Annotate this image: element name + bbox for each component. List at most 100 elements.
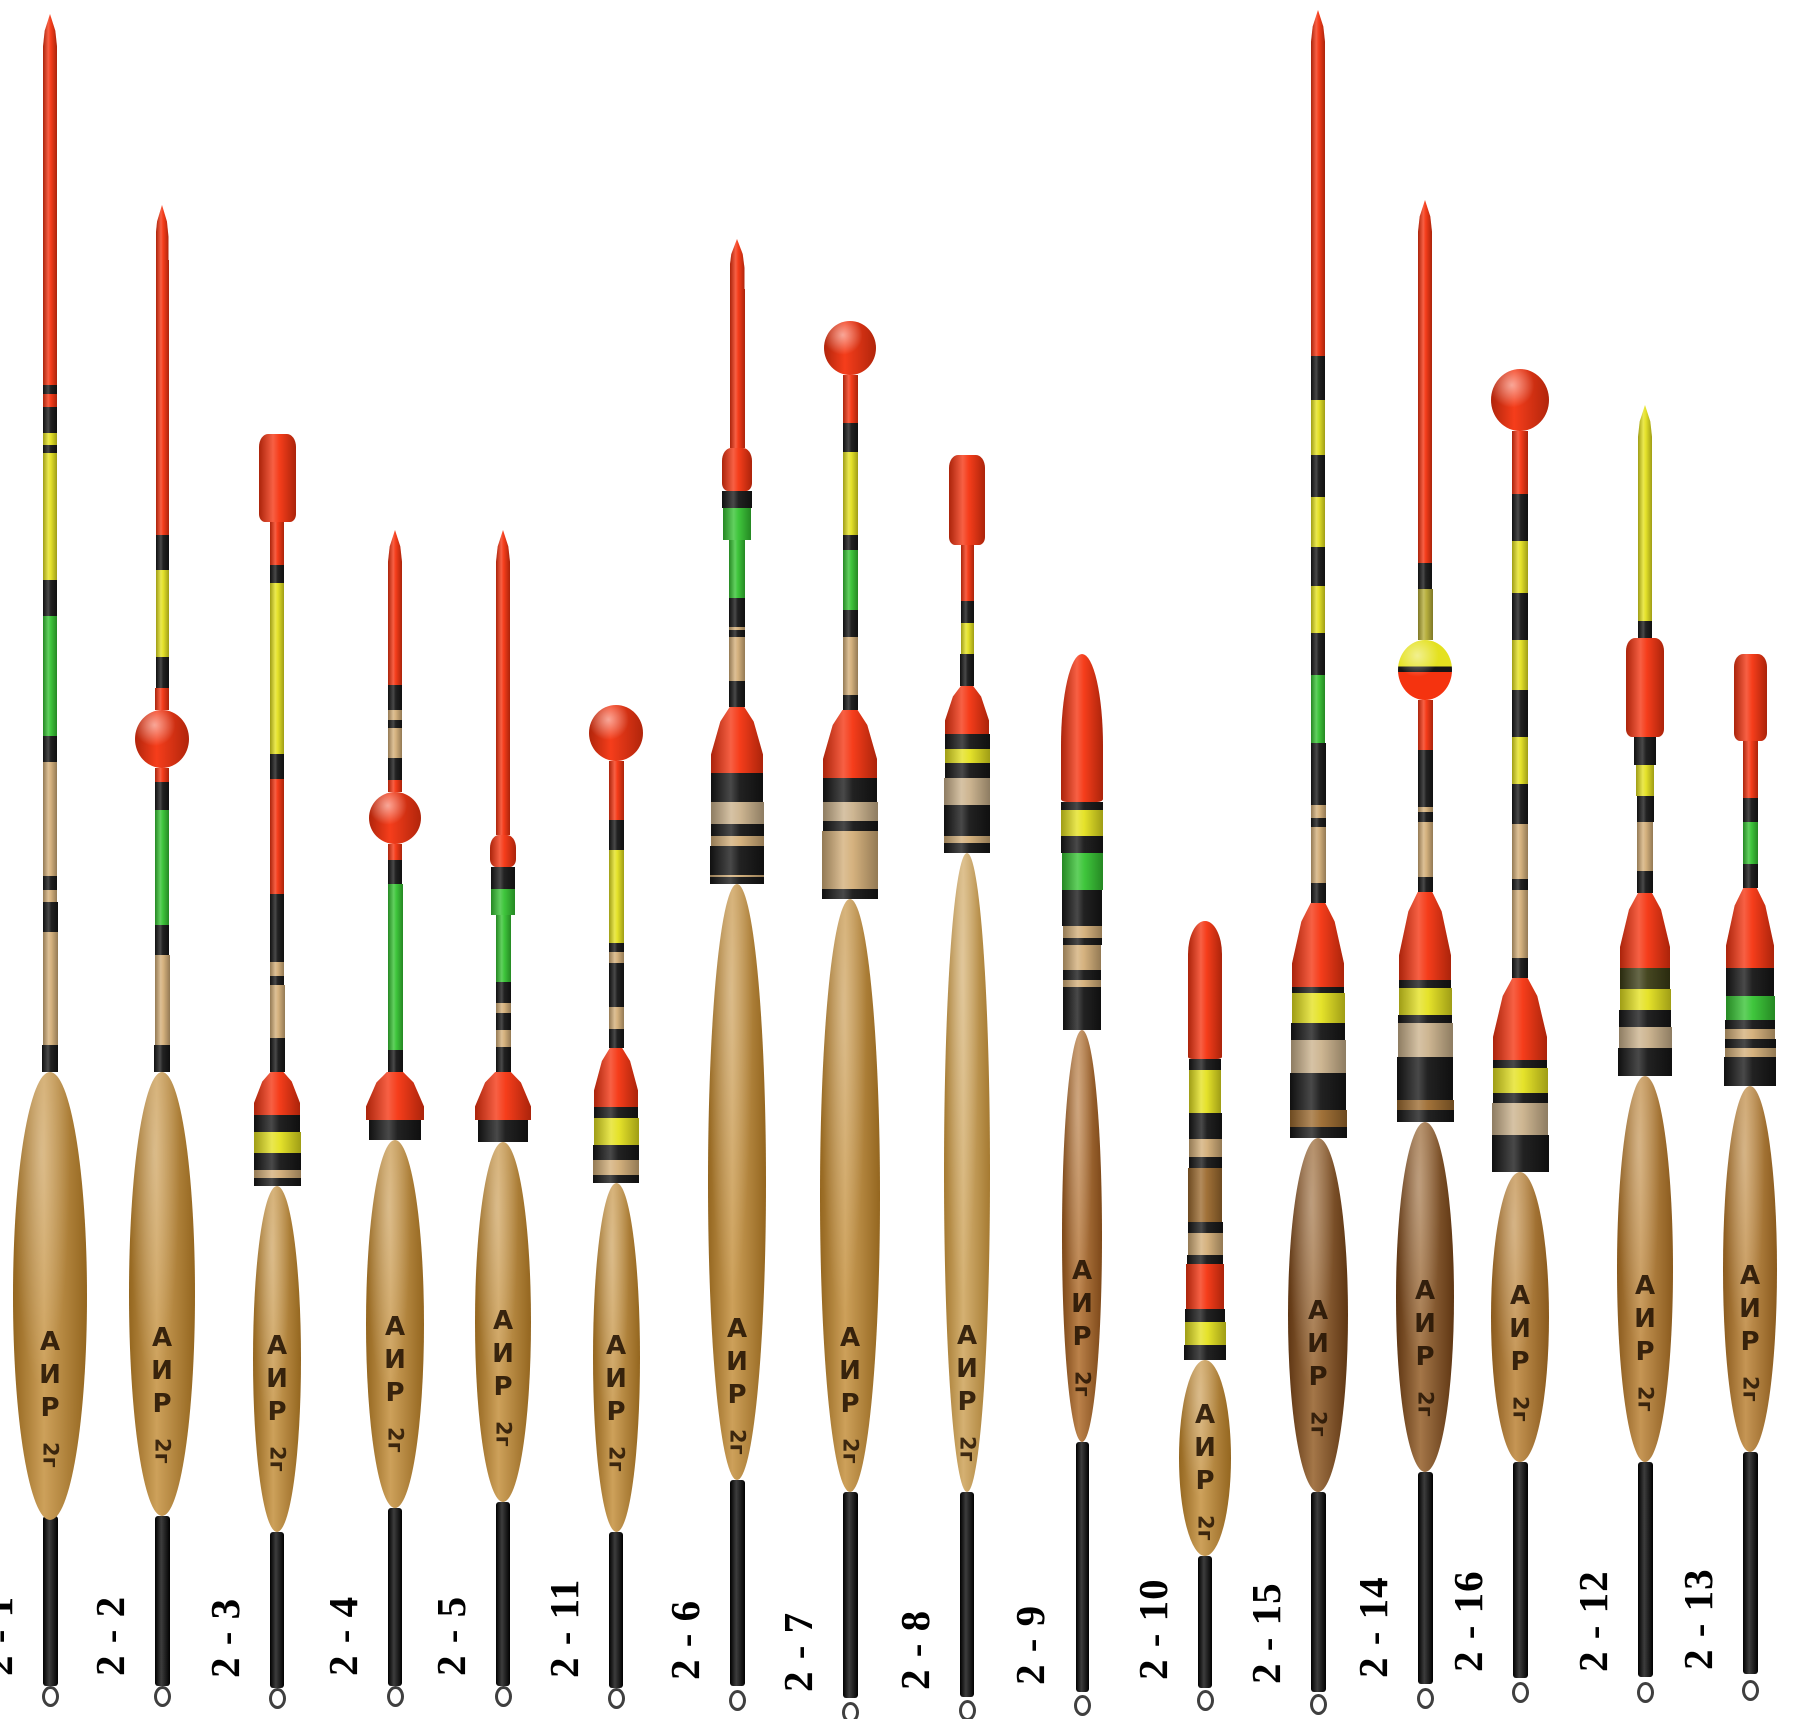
float-segment-cap-red (945, 686, 989, 734)
float-segment-bar-black (42, 902, 58, 932)
float-segment-bar-black (944, 843, 990, 853)
float-segment-bar-black (1512, 494, 1528, 541)
float-segment-bar-yellow (43, 453, 57, 580)
float-segment-tip-red (388, 530, 402, 585)
keel (729, 1480, 745, 1686)
float-segment-bar-black (1290, 1073, 1346, 1110)
float-label: 2 - 14 (1350, 1576, 1396, 1678)
brand-name: АИР (601, 1331, 631, 1430)
float-segment-bar-black (710, 824, 764, 836)
float-segment-tip-red (1311, 10, 1325, 65)
float-segment-bar-khaki (822, 802, 878, 821)
float-segment-bar-tan (270, 962, 284, 976)
float-segment-cap-red (1726, 888, 1774, 968)
brand-name: АИР (1303, 1296, 1333, 1395)
float-segment-bar-black (43, 385, 57, 394)
float-segment-bar-black (1637, 871, 1653, 893)
keel (388, 1508, 402, 1686)
float-segment-bar-black (1061, 802, 1103, 810)
float-segment-tip-yellow (1638, 405, 1652, 460)
float-body: АИР 2г (944, 853, 990, 1492)
float-segment-bar-tan (42, 932, 58, 1045)
float-segment-bar-yellow (944, 749, 990, 763)
line-loop-icon (269, 1688, 286, 1709)
float-segment-bar-black (1418, 563, 1432, 589)
brand-weight: 2г (1633, 1386, 1658, 1412)
float-segment-bar-black (270, 565, 284, 583)
float-segment-bar-black (1512, 784, 1528, 824)
line-loop-icon (1512, 1682, 1529, 1703)
float-label: 2 - 11 (541, 1578, 587, 1678)
float-segment-cap-red (1493, 978, 1547, 1060)
float-segment-tip-red (43, 14, 57, 70)
float-segment-bar-tan (710, 836, 764, 846)
float-segment-bar-black (729, 598, 745, 627)
float-segment-bar-green (1725, 996, 1775, 1020)
brand-weight: 2г (1413, 1391, 1438, 1417)
float-segment-cap-red (475, 1072, 531, 1120)
float-segment-bar-tan (729, 637, 745, 681)
float-segment-bar-black (608, 963, 624, 1007)
brand-weight: 2г (383, 1427, 408, 1453)
float-segment-bar-yellow (1492, 1068, 1548, 1093)
float-segment-bar-yellow (1636, 765, 1654, 796)
keel (1417, 1472, 1433, 1684)
float-segment-bar-yellow (1512, 737, 1528, 784)
float-segment-cap-red (823, 710, 877, 778)
float-label: 2 - 16 (1445, 1570, 1491, 1672)
float-segment-bar-black (1184, 1345, 1226, 1360)
float-segment-bar-tan (1188, 1139, 1222, 1157)
keel (270, 1532, 284, 1688)
float-segment-bar-black (495, 1047, 511, 1072)
brand-weight: 2г (838, 1438, 863, 1464)
float-segment-ball2-red (1398, 640, 1452, 700)
float-segment-bar-green (729, 540, 745, 598)
float-segment-ball-red (824, 321, 876, 375)
float-segment-bar-black (1512, 593, 1528, 640)
float-segment-bar-tan (43, 762, 57, 876)
float-segment-bar-black (1726, 968, 1774, 996)
float-segment-bar-tan (822, 831, 878, 889)
float-segment-bar-green (1311, 675, 1325, 743)
float-segment-bar-black (842, 535, 858, 550)
brand-name: АИР (1190, 1400, 1220, 1499)
float-body: АИР 2г (708, 884, 766, 1480)
float-segment-bar-black (253, 1178, 301, 1186)
float-segment-bar-black (1310, 818, 1326, 827)
brand-name: АИР (1630, 1271, 1660, 1370)
line-loop-icon (959, 1700, 976, 1719)
float-segment-bar-green (495, 915, 511, 982)
float-segment-bar-black (1289, 1127, 1347, 1138)
float-body: АИР 2г (1617, 1076, 1673, 1462)
float-segment-bar-black (1724, 1057, 1776, 1086)
float-segment-bar-tan (1512, 824, 1528, 879)
line-loop-icon (495, 1686, 512, 1707)
float-segment-bar-black (270, 976, 284, 985)
float-segment-bar-brown (1396, 1100, 1454, 1110)
float-segment-cap-red (594, 1048, 638, 1107)
float-segment-bar-red (155, 260, 169, 535)
float-segment-bar-green (723, 508, 751, 540)
line-loop-icon (1417, 1688, 1434, 1709)
line-loop-icon (1310, 1694, 1327, 1715)
float-segment-bar-black (711, 773, 763, 802)
float-segment-bar-yellow (1512, 640, 1528, 690)
float-segment-bar-black (822, 889, 878, 899)
float-segment-bar-red (729, 289, 745, 448)
keel (496, 1502, 510, 1686)
float-segment-bar-black (960, 654, 974, 686)
float-segment-bar-yellow (270, 583, 284, 754)
float-body: АИР 2г (13, 1072, 87, 1520)
float-segment-bar-black (1619, 1010, 1671, 1027)
float-segment-tip-red (729, 239, 745, 289)
float-segment-bar-red (496, 585, 510, 835)
float-label: 2 - 9 (1007, 1604, 1053, 1685)
keel (1075, 1442, 1089, 1692)
float-segment-bar-black (1638, 621, 1652, 638)
float-segment-bar-tan (1063, 980, 1101, 987)
float-segment-bar-black (478, 1120, 528, 1142)
float-body: АИР 2г (1723, 1086, 1777, 1452)
float-segment-bar-black (710, 846, 764, 875)
float-segment-cyl-red (722, 448, 752, 491)
float-segment-dome-red (1061, 654, 1103, 802)
